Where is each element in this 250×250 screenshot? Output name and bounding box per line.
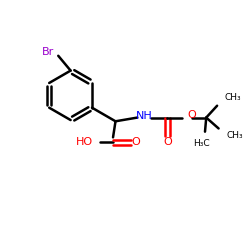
Text: HO: HO <box>76 137 92 147</box>
Text: H₃C: H₃C <box>193 138 210 147</box>
Text: CH₃: CH₃ <box>226 132 243 140</box>
Text: NH: NH <box>136 111 153 121</box>
Text: O: O <box>187 110 196 120</box>
Text: O: O <box>131 137 140 147</box>
Text: Br: Br <box>42 47 54 57</box>
Text: O: O <box>163 136 172 146</box>
Text: CH₃: CH₃ <box>224 93 241 102</box>
